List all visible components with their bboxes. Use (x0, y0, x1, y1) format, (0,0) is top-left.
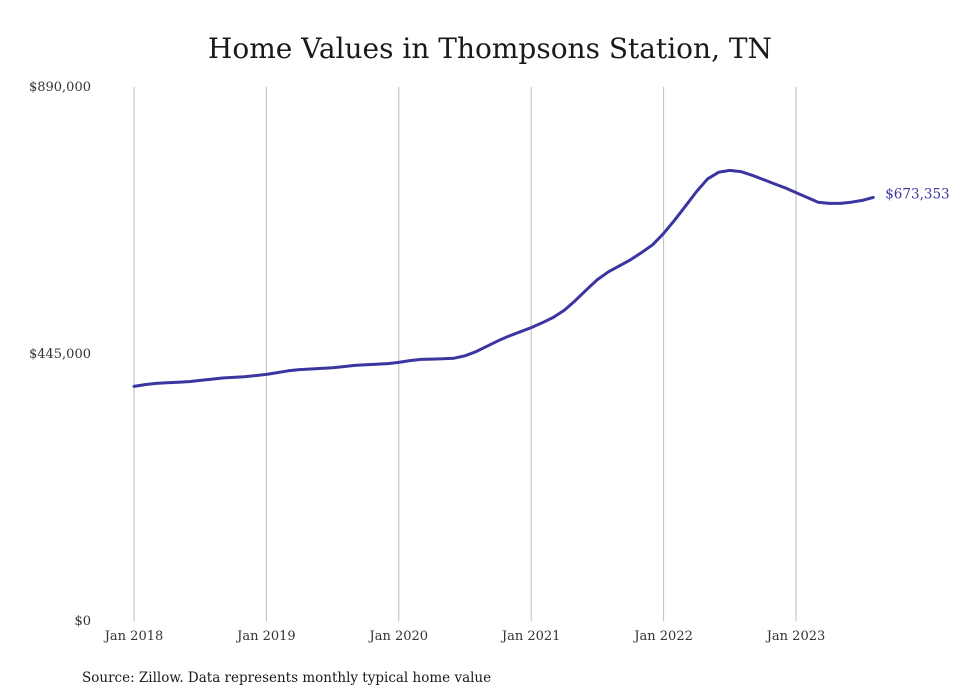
y-tick-label: $445,000 (29, 347, 91, 362)
gridlines (133, 87, 797, 621)
x-axis-ticks: Jan 2018 Jan 2019 Jan 2020 Jan 2021 Jan 2022… (103, 629, 826, 644)
series-layer: $673,353 (132, 168, 950, 388)
end-value-label: $673,353 (885, 186, 949, 202)
x-tick-label: Jan 2022 (632, 629, 693, 644)
x-tick-label: Jan 2021 (500, 629, 561, 644)
series-line (132, 168, 875, 388)
x-tick-label: Jan 2019 (235, 629, 296, 644)
y-tick-label: $0 (74, 614, 91, 629)
x-tick-label: Jan 2023 (765, 629, 826, 644)
source-note: Source: Zillow. Data represents monthly … (82, 670, 491, 686)
chart-title: Home Values in Thompsons Station, TN (208, 32, 772, 65)
y-tick-label: $890,000 (29, 80, 91, 95)
y-axis-ticks: $0 $445,000 $890,000 (29, 80, 91, 629)
x-tick-label: Jan 2018 (103, 629, 164, 644)
x-tick-label: Jan 2020 (368, 629, 429, 644)
